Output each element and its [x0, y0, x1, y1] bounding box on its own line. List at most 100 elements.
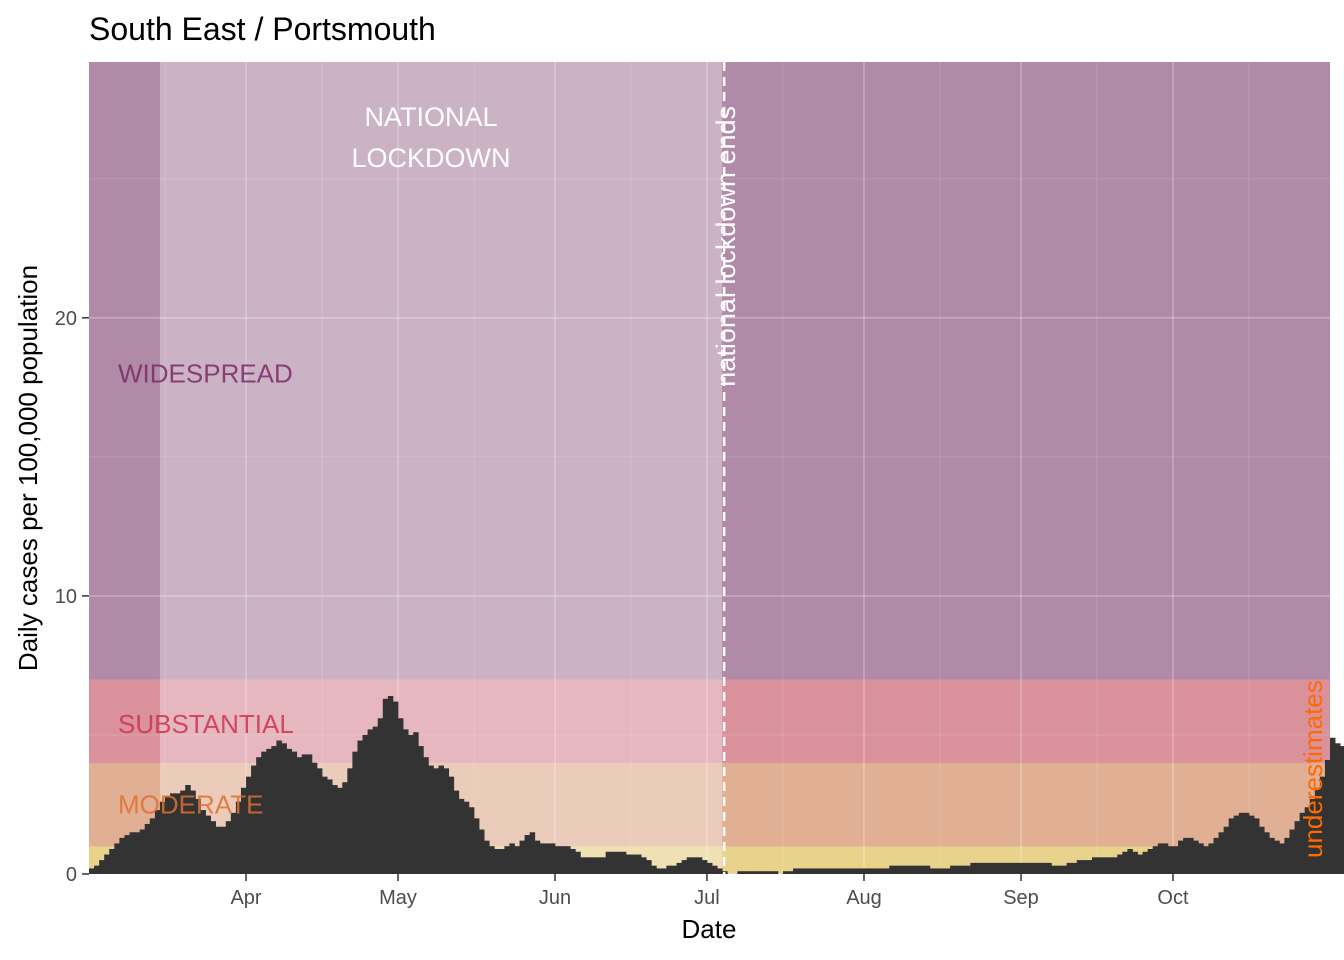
bar — [1335, 743, 1341, 874]
bar — [565, 846, 571, 874]
bar — [1056, 865, 1062, 874]
bar — [433, 768, 439, 874]
bar — [1304, 807, 1311, 874]
bar — [823, 868, 829, 874]
bar — [970, 862, 976, 874]
bar — [904, 865, 910, 874]
bar — [195, 798, 201, 874]
bar — [555, 846, 561, 874]
bar — [615, 851, 622, 874]
bar — [413, 732, 419, 874]
bar — [1051, 865, 1057, 874]
bar — [813, 868, 819, 874]
bar — [468, 807, 475, 874]
bar — [453, 790, 460, 874]
bar — [484, 840, 490, 874]
bar — [575, 851, 581, 874]
bar — [286, 748, 293, 874]
bar — [1096, 857, 1103, 874]
x-tick-label: May — [379, 887, 417, 909]
bar — [889, 865, 895, 874]
bar — [529, 832, 536, 874]
bar — [843, 868, 850, 874]
bar — [89, 868, 95, 874]
bar — [494, 848, 500, 874]
lockdown-shading — [159, 62, 723, 874]
bar — [934, 868, 941, 874]
band-label: MODERATE — [118, 789, 263, 819]
bar — [742, 871, 748, 874]
bar — [1137, 854, 1143, 874]
bar — [240, 787, 247, 874]
bar — [1340, 746, 1344, 874]
bar — [1319, 776, 1326, 874]
bar — [185, 785, 191, 874]
bar — [362, 734, 368, 874]
bar — [570, 848, 576, 874]
bar — [863, 868, 870, 874]
bar — [322, 776, 328, 874]
bar — [235, 801, 242, 874]
bar — [1324, 759, 1331, 874]
bar — [489, 846, 495, 874]
bar — [1041, 862, 1047, 874]
bar — [144, 823, 151, 874]
bar — [443, 768, 450, 874]
bar — [392, 701, 399, 874]
bar — [1198, 843, 1204, 874]
bar — [1178, 840, 1184, 874]
bar — [782, 871, 789, 874]
lockdown-label: NATIONAL — [365, 102, 498, 132]
bar — [1107, 857, 1113, 874]
x-tick-label: Oct — [1157, 887, 1189, 909]
bar — [793, 868, 799, 874]
bar — [281, 743, 287, 874]
bar — [519, 840, 526, 874]
bar — [352, 751, 358, 874]
bar — [747, 871, 753, 874]
bar — [479, 829, 485, 874]
bar — [367, 729, 374, 874]
bar — [544, 843, 551, 874]
bar — [939, 868, 946, 874]
bar — [1010, 862, 1017, 874]
bar — [1183, 837, 1189, 874]
bar — [306, 754, 313, 874]
bar — [580, 857, 586, 874]
bar — [1233, 815, 1240, 874]
bar — [200, 810, 206, 874]
x-axis-title: Date — [682, 914, 737, 944]
bar — [1259, 826, 1265, 874]
bar — [803, 868, 809, 874]
bar — [225, 821, 232, 874]
bar — [1091, 857, 1098, 874]
bar — [357, 740, 363, 874]
bar — [620, 851, 627, 874]
bar — [154, 810, 161, 874]
bar — [190, 790, 196, 874]
bar — [397, 718, 404, 874]
bar — [1284, 837, 1290, 874]
bar — [914, 865, 921, 874]
bar — [1000, 862, 1007, 874]
bar — [975, 862, 981, 874]
bar — [504, 846, 510, 874]
bar — [1294, 821, 1301, 874]
bar — [1172, 846, 1179, 874]
bar — [1193, 840, 1199, 874]
bar — [327, 779, 333, 874]
bar — [1117, 854, 1123, 874]
bar — [256, 757, 262, 874]
bar — [828, 868, 834, 874]
bar — [1031, 862, 1037, 874]
x-tick-label: Jul — [694, 887, 720, 909]
y-tick-label: 20 — [55, 308, 77, 330]
bar — [1102, 857, 1108, 874]
bar — [124, 835, 130, 874]
bar — [950, 865, 956, 874]
bar — [109, 848, 115, 874]
bar — [1071, 862, 1078, 874]
bar — [1127, 848, 1133, 874]
bar — [276, 740, 282, 874]
bar — [757, 871, 764, 874]
